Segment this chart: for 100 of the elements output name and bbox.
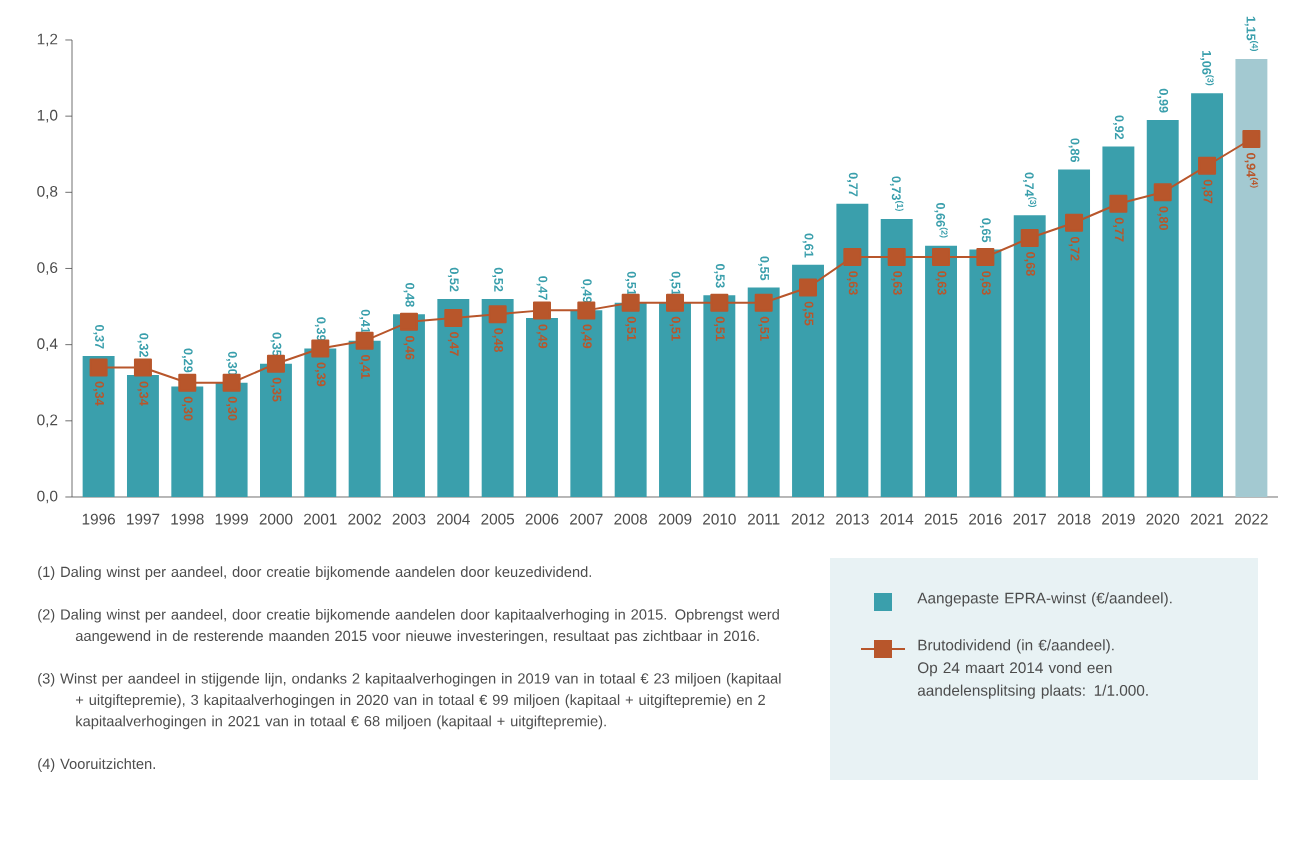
data-label: 0,77 bbox=[1112, 217, 1124, 242]
x-tick-label: 2005 bbox=[481, 513, 515, 525]
x-tick-label: 1999 bbox=[215, 513, 248, 525]
point bbox=[444, 308, 463, 327]
point bbox=[399, 312, 418, 331]
x-tick-label: 2004 bbox=[437, 513, 470, 525]
point bbox=[577, 301, 596, 320]
data-label: 0,51 bbox=[625, 271, 637, 296]
data-label: 0,49 bbox=[580, 324, 592, 349]
bar bbox=[126, 375, 159, 497]
legend-label: Aangepaste EPRA-winst (€/aandeel). bbox=[917, 592, 1172, 607]
bar bbox=[82, 356, 115, 497]
point bbox=[266, 354, 285, 373]
data-label: 0,61 bbox=[802, 233, 814, 258]
x-tick-label: 2013 bbox=[836, 513, 869, 525]
data-label: 0,68 bbox=[1024, 252, 1036, 276]
x-tick-label: 2019 bbox=[1102, 513, 1135, 525]
data-label: 0,72 bbox=[1068, 236, 1080, 261]
point bbox=[1020, 229, 1039, 248]
point bbox=[1065, 213, 1084, 232]
data-label: 0,49 bbox=[536, 324, 548, 349]
point bbox=[621, 293, 640, 312]
x-tick-label: 1997 bbox=[127, 513, 160, 525]
x-tick-label: 2012 bbox=[791, 513, 825, 525]
point bbox=[1198, 156, 1217, 175]
data-label: 0,80 bbox=[1157, 206, 1169, 231]
data-label: 0,55 bbox=[802, 301, 814, 326]
text: (2) Daling winst per aandeel, door creatie bijkomende aandelen door kapitaalverhoging in 2015. Opbrengst werd aangewend in de resterende maanden 2015 voor nieuwe investeringen, resultaat pas zichtbaar in 2016. bbox=[38, 608, 779, 644]
text: (4) Vooruitzichten. bbox=[38, 758, 155, 772]
bar bbox=[1235, 59, 1268, 497]
data-label: 0,47 bbox=[447, 332, 459, 356]
point bbox=[666, 293, 685, 312]
data-label: 0,34 bbox=[93, 381, 105, 406]
data-label: 0,29 bbox=[181, 348, 193, 373]
x-tick-label: 2006 bbox=[525, 513, 559, 525]
data-label: 0,74$^{(3)}$ bbox=[1022, 172, 1037, 208]
y-tick-label: 0,4 bbox=[37, 338, 58, 351]
bar bbox=[1146, 119, 1179, 497]
bar bbox=[1058, 169, 1091, 497]
data-label: 0,51 bbox=[713, 316, 725, 341]
bar bbox=[880, 218, 913, 497]
point bbox=[532, 301, 551, 320]
data-label: 0,32 bbox=[137, 333, 149, 357]
data-label: 0,55 bbox=[758, 256, 770, 281]
x-tick-label: 2011 bbox=[747, 513, 780, 525]
bar bbox=[792, 264, 824, 497]
point bbox=[754, 293, 773, 312]
x-tick-label: 2009 bbox=[658, 513, 692, 525]
x-tick-label: 2010 bbox=[703, 513, 736, 525]
x-tick-label: 2008 bbox=[614, 513, 648, 525]
x-tick-label: 1998 bbox=[171, 513, 204, 525]
data-label: 0,77 bbox=[846, 172, 858, 197]
x-tick-label: 2020 bbox=[1146, 513, 1180, 525]
data-label: 0,63 bbox=[935, 271, 947, 295]
data-label: 0,87 bbox=[1201, 179, 1213, 204]
bar bbox=[481, 298, 514, 497]
data-label: 0,65 bbox=[979, 218, 991, 243]
point bbox=[843, 248, 862, 267]
data-label: 0,34 bbox=[137, 381, 149, 406]
point bbox=[488, 305, 507, 324]
data-label: 0,99 bbox=[1157, 88, 1169, 113]
bar bbox=[348, 340, 381, 497]
data-label: 0,39 bbox=[314, 362, 326, 387]
legend-label: Brutodividend (in €/aandeel). Op 24 maart 2014 vond een aandelensplitsing plaats: 1/1.000. bbox=[917, 639, 1148, 699]
data-label: 0,86 bbox=[1068, 138, 1080, 163]
data-label: 0,35 bbox=[270, 377, 282, 402]
bar bbox=[304, 348, 337, 497]
bar bbox=[1102, 146, 1135, 497]
data-label: 0,37 bbox=[93, 324, 105, 349]
point bbox=[311, 339, 330, 358]
bar bbox=[215, 382, 248, 497]
x-tick-label: 2002 bbox=[348, 513, 381, 525]
bar bbox=[659, 302, 691, 497]
x-tick-label: 2000 bbox=[259, 513, 293, 525]
bar bbox=[393, 314, 425, 497]
x-tick-label: 2007 bbox=[570, 513, 603, 525]
bar bbox=[747, 287, 780, 497]
data-label: 0,41 bbox=[359, 354, 371, 379]
data-label: 1,15$^{(4)}$ bbox=[1244, 16, 1259, 51]
bar bbox=[437, 298, 470, 497]
data-label: 0,48 bbox=[403, 283, 415, 307]
x-tick-label: 2014 bbox=[880, 513, 914, 525]
bar bbox=[171, 386, 204, 497]
bar bbox=[836, 203, 869, 497]
data-label: 0,51 bbox=[758, 316, 770, 341]
point bbox=[1153, 183, 1172, 202]
bar bbox=[925, 245, 957, 497]
data-label: 0,48 bbox=[492, 328, 504, 353]
data-label: 0,63 bbox=[846, 271, 858, 295]
bar bbox=[969, 249, 1002, 497]
data-label: 0,92 bbox=[1112, 115, 1124, 140]
data-label: 0,63 bbox=[891, 271, 903, 295]
bar bbox=[260, 363, 292, 497]
y-tick-label: 1,0 bbox=[37, 109, 58, 123]
data-label: 0,51 bbox=[669, 271, 681, 296]
data-label: 1,06$^{(3)}$ bbox=[1200, 51, 1214, 86]
data-label: 0,53 bbox=[713, 264, 725, 288]
point bbox=[887, 248, 906, 267]
data-label: 0,66$^{(2)}$ bbox=[934, 203, 948, 238]
point bbox=[976, 248, 995, 267]
